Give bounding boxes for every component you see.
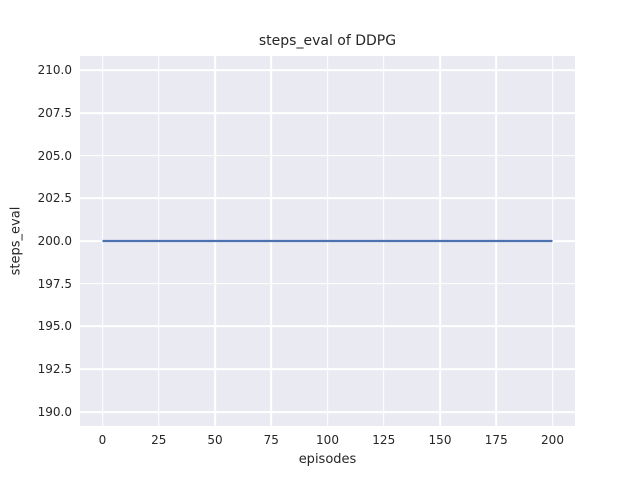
y-tick-label: 192.5 — [37, 362, 72, 377]
y-tick-label: 202.5 — [37, 191, 72, 206]
grid-line-horizontal — [80, 154, 575, 157]
grid-line-horizontal — [80, 197, 575, 200]
y-tick-label: 190.0 — [37, 404, 72, 419]
grid-line-horizontal — [80, 69, 575, 72]
x-tick-label: 200 — [541, 433, 564, 447]
grid-line-horizontal — [80, 410, 575, 413]
plot-area — [80, 56, 575, 426]
y-tick-label: 207.5 — [37, 105, 72, 120]
x-tick-label: 50 — [207, 433, 223, 447]
grid-line-horizontal — [80, 325, 575, 328]
x-tick-label: 150 — [428, 433, 452, 447]
grid-line-horizontal — [80, 240, 575, 242]
y-tick-label: 200.0 — [37, 234, 72, 248]
x-tick-label: 0 — [98, 433, 107, 447]
grid-line-horizontal — [80, 282, 575, 285]
x-tick-label: 125 — [372, 433, 396, 447]
x-tick-label: 100 — [316, 433, 339, 447]
x-tick-label: 175 — [484, 433, 508, 447]
y-axis-label: steps_eval — [8, 206, 24, 276]
y-tick-label: 195.0 — [37, 319, 72, 334]
chart-title: steps_eval of DDPG — [258, 33, 397, 49]
y-tick-label: 210.0 — [37, 63, 72, 78]
x-tick-label: 25 — [151, 433, 167, 447]
y-tick-label: 197.5 — [37, 276, 72, 291]
x-axis-label: episodes — [298, 452, 357, 467]
y-tick-label: 205.0 — [37, 148, 72, 163]
grid-line-horizontal — [80, 112, 575, 114]
x-tick-label: 75 — [263, 433, 279, 447]
grid-line-horizontal — [80, 368, 575, 370]
